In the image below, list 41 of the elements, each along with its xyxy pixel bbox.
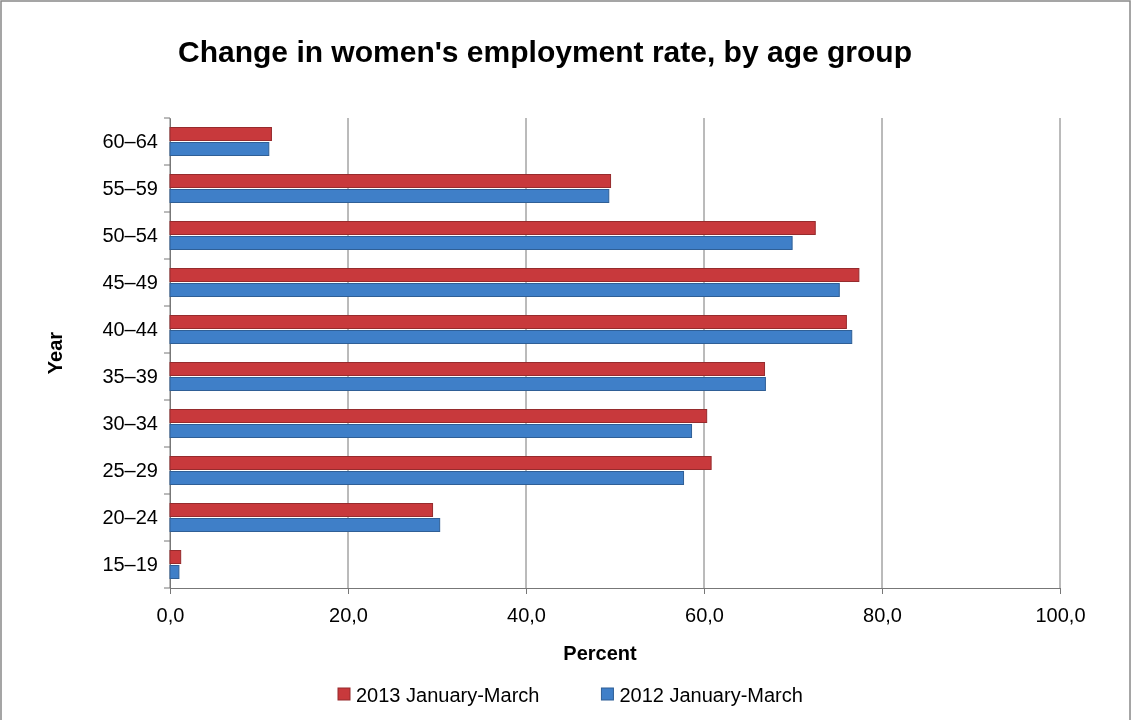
y-axis-title: Year — [44, 331, 66, 375]
x-tick-label: 0,0 — [156, 604, 185, 627]
bar — [169, 315, 847, 329]
y-tick-label: 40–44 — [102, 317, 158, 340]
chart-title: Change in women's employment rate, by age group — [178, 35, 912, 68]
x-axis-title: Percent — [563, 642, 638, 664]
bar — [169, 377, 766, 391]
legend-label: 2012 January-March — [619, 684, 803, 706]
bar — [169, 221, 816, 235]
x-tick-label: 80,0 — [863, 604, 902, 627]
y-tick-label: 30–34 — [102, 411, 158, 434]
bar — [169, 127, 272, 141]
bar — [169, 503, 434, 517]
y-tick-label: 15–19 — [102, 552, 158, 575]
bar — [169, 518, 441, 532]
y-tick-label: 45–49 — [102, 270, 158, 293]
bar — [169, 471, 685, 485]
y-tick-label: 50–54 — [102, 223, 158, 246]
bar — [169, 142, 270, 156]
bar — [169, 550, 182, 564]
bar — [169, 330, 853, 344]
bar — [169, 409, 708, 423]
y-tick-label: 20–24 — [102, 505, 158, 528]
bar — [169, 283, 840, 297]
bar — [169, 362, 766, 376]
x-tick-label: 20,0 — [329, 604, 368, 627]
y-tick-label: 55–59 — [102, 176, 158, 199]
x-tick-label: 40,0 — [507, 604, 546, 627]
bar — [169, 456, 712, 470]
y-tick-label: 35–39 — [102, 364, 158, 387]
legend-label: 2013 January-March — [356, 684, 540, 706]
bar — [169, 268, 860, 282]
bar — [169, 565, 180, 579]
bar — [169, 189, 610, 203]
y-tick-label: 60–64 — [102, 129, 158, 152]
y-tick-label: 25–29 — [102, 458, 158, 481]
bar — [169, 424, 693, 438]
bar — [169, 236, 793, 250]
x-tick-label: 100,0 — [1035, 604, 1086, 627]
x-tick-label: 60,0 — [685, 604, 724, 627]
bar — [169, 174, 612, 188]
